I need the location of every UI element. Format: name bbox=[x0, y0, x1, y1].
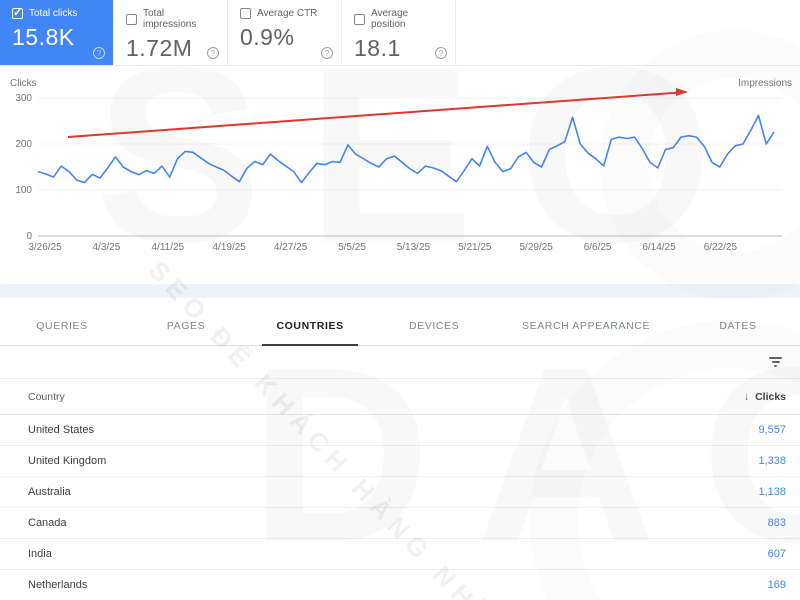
help-icon[interactable]: ? bbox=[93, 47, 105, 59]
tab-countries[interactable]: COUNTRIES bbox=[248, 306, 372, 346]
clicks-value[interactable]: 607 bbox=[767, 548, 786, 560]
metric-label: Average position bbox=[371, 8, 409, 30]
cards-spacer bbox=[456, 0, 800, 65]
table-row[interactable]: United Kingdom 1,338 bbox=[0, 446, 800, 477]
metric-checkbox[interactable] bbox=[240, 8, 251, 19]
metric-checkbox[interactable] bbox=[354, 13, 365, 25]
svg-text:300: 300 bbox=[15, 93, 32, 104]
metric-value: 1.72M bbox=[126, 35, 193, 61]
clicks-line-chart[interactable]: 0 100 200 300 3/26/25 4/3/25 4/11/25 4/19/25 4/2… bbox=[0, 66, 800, 282]
svg-text:6/6/25: 6/6/25 bbox=[584, 242, 612, 253]
svg-text:3/26/25: 3/26/25 bbox=[28, 242, 62, 253]
metric-cards-row: Total clicks 15.8K ? Total impressions 1… bbox=[0, 0, 800, 66]
svg-text:100: 100 bbox=[15, 185, 32, 196]
country-name: United States bbox=[28, 424, 95, 436]
tab-search-appearance[interactable]: SEARCH APPEARANCE bbox=[522, 319, 651, 332]
country-name: India bbox=[28, 548, 52, 560]
svg-text:6/22/25: 6/22/25 bbox=[704, 242, 738, 253]
help-icon[interactable]: ? bbox=[207, 47, 219, 59]
tab-pages[interactable]: PAGES bbox=[166, 319, 206, 332]
metric-label: Total impressions bbox=[143, 8, 197, 30]
clicks-value[interactable]: 1,138 bbox=[758, 486, 786, 498]
country-name: Australia bbox=[28, 486, 71, 498]
svg-text:4/27/25: 4/27/25 bbox=[274, 242, 308, 253]
dimension-tabs: QUERIES PAGES COUNTRIES DEVICES SEARCH A… bbox=[0, 306, 800, 346]
metric-card-total-clicks[interactable]: Total clicks 15.8K ? bbox=[0, 0, 114, 65]
tab-dates[interactable]: DATES bbox=[719, 319, 757, 332]
filter-icon[interactable] bbox=[765, 353, 786, 371]
table-header: Country ↓ Clicks bbox=[0, 379, 800, 415]
metric-value: 15.8K bbox=[12, 24, 75, 50]
metric-card-average-position[interactable]: Average position 18.1 ? bbox=[342, 0, 456, 65]
table-row[interactable]: Netherlands 169 bbox=[0, 570, 800, 600]
table-row[interactable]: United States 9,557 bbox=[0, 415, 800, 446]
table-row[interactable]: Canada 883 bbox=[0, 508, 800, 539]
clicks-value[interactable]: 1,338 bbox=[758, 455, 786, 467]
metric-value: 0.9% bbox=[240, 24, 295, 50]
svg-text:5/13/25: 5/13/25 bbox=[397, 242, 431, 253]
right-axis-label: Impressions bbox=[738, 78, 792, 89]
metric-card-average-ctr[interactable]: Average CTR 0.9% ? bbox=[228, 0, 342, 65]
metric-checkbox[interactable] bbox=[126, 13, 137, 25]
metric-label: Total clicks bbox=[29, 8, 78, 19]
clicks-value[interactable]: 9,557 bbox=[758, 424, 786, 436]
svg-text:200: 200 bbox=[15, 139, 32, 150]
table-row[interactable]: India 607 bbox=[0, 539, 800, 570]
chart-footer-band bbox=[0, 284, 800, 298]
svg-text:4/19/25: 4/19/25 bbox=[213, 242, 247, 253]
country-name: Netherlands bbox=[28, 579, 88, 591]
country-name: United Kingdom bbox=[28, 455, 107, 467]
svg-text:5/5/25: 5/5/25 bbox=[338, 242, 366, 253]
tab-devices[interactable]: DEVICES bbox=[408, 319, 460, 332]
svg-text:4/3/25: 4/3/25 bbox=[92, 242, 120, 253]
sort-descending-icon: ↓ bbox=[743, 390, 753, 403]
svg-text:5/21/25: 5/21/25 bbox=[458, 242, 492, 253]
clicks-value[interactable]: 883 bbox=[767, 517, 786, 529]
metric-card-total-impressions[interactable]: Total impressions 1.72M ? bbox=[114, 0, 228, 65]
metric-value: 18.1 bbox=[354, 35, 401, 61]
metric-label: Average CTR bbox=[257, 8, 318, 19]
left-axis-label: Clicks bbox=[10, 78, 37, 89]
help-icon[interactable]: ? bbox=[435, 47, 447, 59]
table-toolbar bbox=[0, 346, 800, 379]
metric-checkbox[interactable] bbox=[12, 6, 23, 19]
table-row[interactable]: Australia 1,138 bbox=[0, 477, 800, 508]
performance-chart: Clicks Impressions 0 100 200 300 3/26/25 4/3/… bbox=[0, 66, 800, 282]
tab-queries[interactable]: QUERIES bbox=[36, 319, 88, 332]
help-icon[interactable]: ? bbox=[321, 47, 333, 59]
country-name: Canada bbox=[28, 517, 67, 529]
column-header-country[interactable]: Country bbox=[28, 390, 65, 403]
clicks-value[interactable]: 169 bbox=[767, 579, 786, 591]
countries-table: United States 9,557 United Kingdom 1,338… bbox=[0, 415, 800, 600]
svg-text:4/11/25: 4/11/25 bbox=[151, 242, 184, 253]
svg-text:0: 0 bbox=[26, 231, 32, 242]
svg-text:6/14/25: 6/14/25 bbox=[642, 242, 676, 253]
svg-text:5/29/25: 5/29/25 bbox=[520, 242, 554, 253]
column-header-clicks[interactable]: ↓ Clicks bbox=[743, 390, 786, 403]
